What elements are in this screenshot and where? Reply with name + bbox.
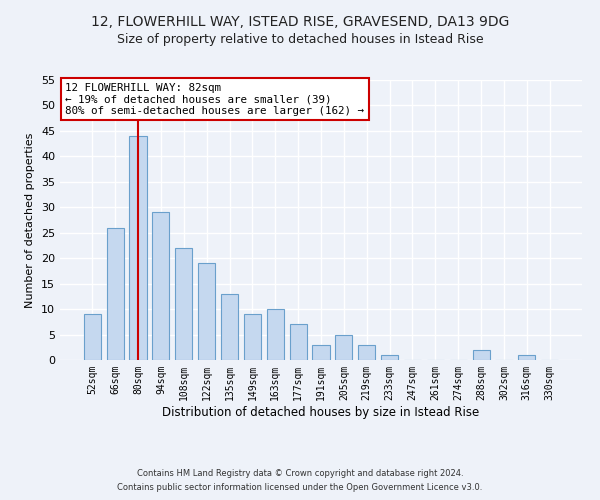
Bar [290, 324, 307, 360]
Bar [518, 355, 535, 360]
Bar [358, 344, 376, 360]
Bar [473, 350, 490, 360]
Bar [152, 212, 169, 360]
Text: Contains public sector information licensed under the Open Government Licence v3: Contains public sector information licen… [118, 484, 482, 492]
Text: Contains HM Land Registry data © Crown copyright and database right 2024.: Contains HM Land Registry data © Crown c… [137, 468, 463, 477]
Bar [198, 264, 215, 360]
Y-axis label: Number of detached properties: Number of detached properties [25, 132, 35, 308]
Bar [335, 334, 352, 360]
Bar [244, 314, 261, 360]
Text: Size of property relative to detached houses in Istead Rise: Size of property relative to detached ho… [116, 32, 484, 46]
X-axis label: Distribution of detached houses by size in Istead Rise: Distribution of detached houses by size … [163, 406, 479, 418]
Bar [313, 344, 329, 360]
Bar [84, 314, 101, 360]
Bar [266, 309, 284, 360]
Bar [381, 355, 398, 360]
Text: 12, FLOWERHILL WAY, ISTEAD RISE, GRAVESEND, DA13 9DG: 12, FLOWERHILL WAY, ISTEAD RISE, GRAVESE… [91, 15, 509, 29]
Text: 12 FLOWERHILL WAY: 82sqm
← 19% of detached houses are smaller (39)
80% of semi-d: 12 FLOWERHILL WAY: 82sqm ← 19% of detach… [65, 83, 364, 116]
Bar [175, 248, 193, 360]
Bar [221, 294, 238, 360]
Bar [107, 228, 124, 360]
Bar [130, 136, 146, 360]
